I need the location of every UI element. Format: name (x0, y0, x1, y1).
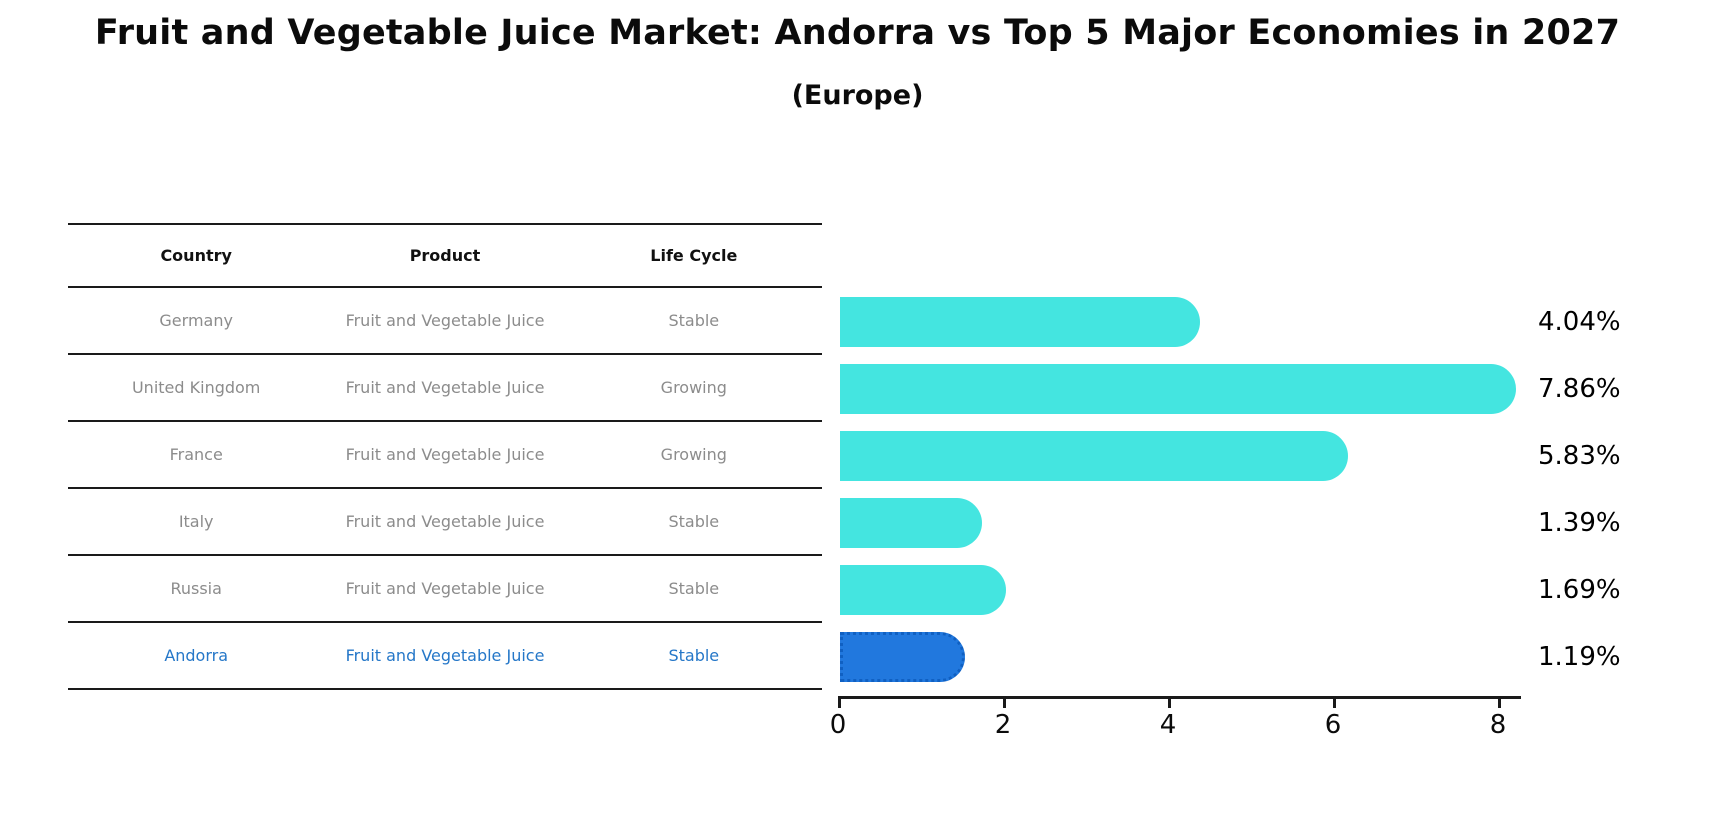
value-label-row: 5.83% (1538, 422, 1708, 489)
x-axis-tick (1498, 699, 1501, 708)
bar-italy (840, 497, 982, 548)
value-label: 1.69% (1538, 574, 1621, 605)
bar-row (840, 355, 1540, 422)
value-label-row: 1.39% (1538, 489, 1708, 556)
bar-germany (840, 296, 1201, 347)
value-label-row: 1.69% (1538, 556, 1708, 623)
x-axis-line (838, 696, 1521, 699)
bar-france (840, 430, 1348, 481)
bar-united-kingdom (840, 363, 1516, 414)
bar-plot (840, 288, 1540, 690)
table-cell-country: Italy (178, 512, 214, 531)
bar-row (840, 556, 1540, 623)
table-row: Russia Fruit and Vegetable Juice Stable (68, 556, 822, 623)
table-cell-product: Fruit and Vegetable Juice (345, 512, 545, 531)
value-label-row: 4.04% (1538, 288, 1708, 355)
table-cell-product: Fruit and Vegetable Juice (345, 579, 545, 598)
bar-row (840, 422, 1540, 489)
table-cell-country: United Kingdom (131, 378, 261, 397)
table-cell-product: Fruit and Vegetable Juice (345, 311, 545, 330)
bar-row (840, 489, 1540, 556)
x-axis-tick-label: 8 (1489, 710, 1507, 740)
chart-subtitle: (Europe) (791, 80, 924, 111)
table-header-life-cycle: Life Cycle (650, 246, 738, 265)
x-axis-tick-label: 2 (994, 710, 1012, 740)
x-axis-tick-label: 6 (1324, 710, 1342, 740)
value-label: 4.04% (1538, 306, 1621, 337)
x-axis-tick (1003, 699, 1006, 708)
x-axis-tick (1333, 699, 1336, 708)
value-label-row: 7.86% (1538, 355, 1708, 422)
table-row: Italy Fruit and Vegetable Juice Stable (68, 489, 822, 556)
table-cell-country: Russia (170, 579, 222, 598)
table-row-andorra: Andorra Fruit and Vegetable Juice Stable (68, 623, 822, 690)
table-row: France Fruit and Vegetable Juice Growing (68, 422, 822, 489)
table-row: United Kingdom Fruit and Vegetable Juice… (68, 355, 822, 422)
table-cell-country: Andorra (164, 646, 229, 665)
value-label: 5.83% (1538, 440, 1621, 471)
table-cell-life-cycle: Stable (668, 512, 720, 531)
x-axis-tick-label: 4 (1159, 710, 1177, 740)
bar-russia (840, 564, 1007, 615)
table-cell-product: Fruit and Vegetable Juice (345, 445, 545, 464)
x-axis-tick-label: 0 (829, 710, 847, 740)
table-cell-life-cycle: Stable (668, 311, 720, 330)
table-header-product: Product (409, 246, 481, 265)
chart-title: Fruit and Vegetable Juice Market: Andorr… (94, 13, 1621, 53)
table-cell-life-cycle: Growing (660, 445, 727, 464)
table-cell-life-cycle: Growing (660, 378, 727, 397)
table-header-row: Country Product Life Cycle (68, 223, 822, 288)
value-label: 7.86% (1538, 373, 1621, 404)
table-header-country: Country (160, 246, 232, 265)
value-labels: 4.04% 7.86% 5.83% 1.39% 1.69% 1.19% (1538, 288, 1708, 690)
table-row: Germany Fruit and Vegetable Juice Stable (68, 288, 822, 355)
bar-andorra (840, 631, 966, 682)
table-cell-life-cycle: Stable (668, 646, 720, 665)
table-cell-product: Fruit and Vegetable Juice (345, 378, 545, 397)
country-table: Country Product Life Cycle Germany Fruit… (68, 223, 822, 690)
bar-row (840, 288, 1540, 355)
table-cell-life-cycle: Stable (668, 579, 720, 598)
x-axis-tick (1168, 699, 1171, 708)
bar-row (840, 623, 1540, 690)
value-label-row: 1.19% (1538, 623, 1708, 690)
value-label: 1.19% (1538, 641, 1621, 672)
table-cell-country: Germany (159, 311, 233, 330)
table-cell-country: France (169, 445, 223, 464)
table-cell-product: Fruit and Vegetable Juice (345, 646, 545, 665)
value-label: 1.39% (1538, 507, 1621, 538)
x-axis-tick (838, 699, 841, 708)
